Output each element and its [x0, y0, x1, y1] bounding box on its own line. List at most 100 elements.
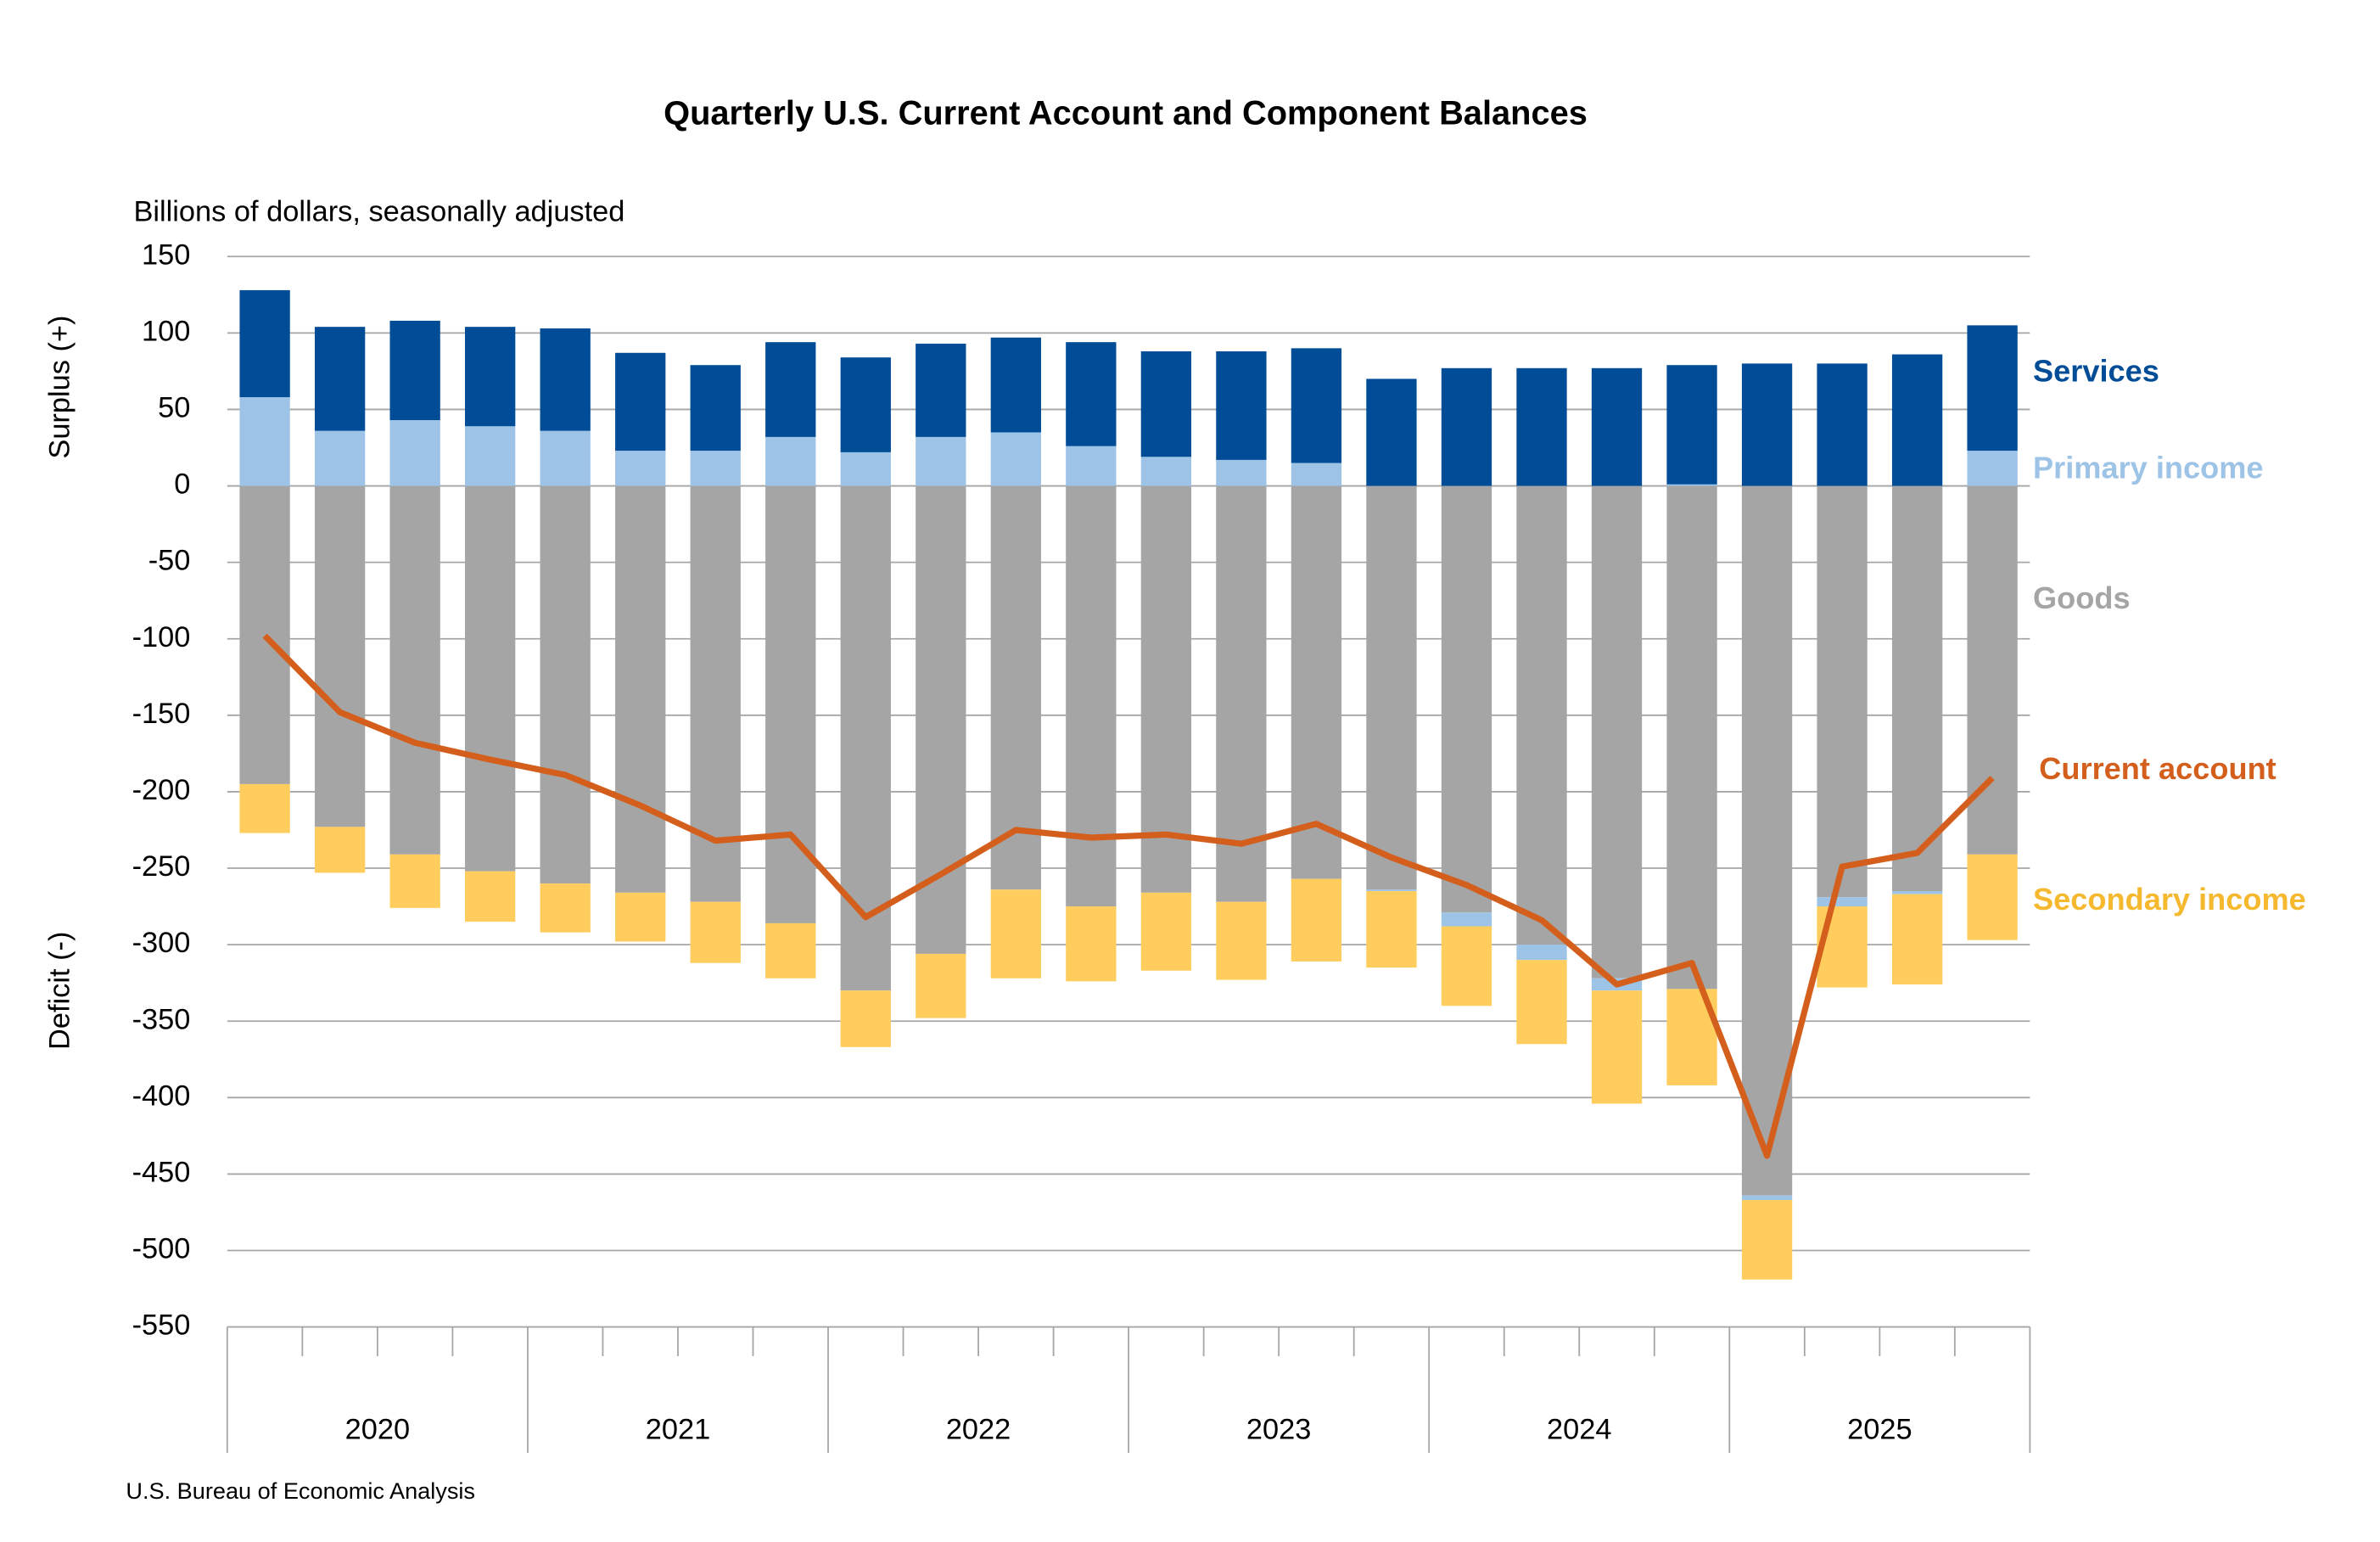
bar-segment — [1817, 363, 1868, 486]
chart-title: Quarterly U.S. Current Account and Compo… — [664, 94, 1588, 132]
bar-segment — [1066, 906, 1117, 982]
bar-segment — [1967, 325, 2018, 451]
bar-segment — [1516, 485, 1567, 945]
bar-segment — [314, 485, 366, 827]
bar-segment — [1291, 485, 1342, 879]
legend-label: Goods — [2033, 580, 2131, 615]
bar-segment — [615, 485, 666, 893]
bar-segment — [1891, 354, 1943, 486]
y-tick-label: -550 — [132, 1309, 191, 1342]
bar-segment — [465, 327, 516, 427]
bar-segment — [314, 430, 366, 486]
y-tick-label: 150 — [142, 238, 190, 271]
y-tick-label: 100 — [142, 315, 190, 347]
legend-label: Primary income — [2033, 450, 2264, 485]
bar-segment — [1516, 945, 1567, 961]
bar-segment — [389, 485, 440, 855]
bar-segment — [1741, 485, 1793, 1196]
bar-segment — [615, 892, 666, 942]
bar-segment — [1216, 459, 1267, 486]
bar-segment — [690, 451, 741, 486]
bar-segment — [1140, 485, 1192, 893]
bar-segment — [1666, 485, 1717, 990]
bar-segment — [690, 901, 741, 963]
bar-segment — [615, 352, 666, 451]
bar-segment — [990, 889, 1041, 978]
bar-segment — [239, 485, 290, 784]
bar-segment — [1741, 363, 1793, 486]
bar-segment — [1066, 446, 1117, 486]
bar-segment — [1817, 485, 1868, 898]
x-group-label: 2023 — [1246, 1414, 1311, 1446]
bar-segment — [1817, 906, 1868, 988]
bar-segment — [1666, 365, 1717, 485]
y-tick-label: -400 — [132, 1079, 191, 1112]
bar-segment — [1066, 342, 1117, 446]
bar-segment — [465, 871, 516, 922]
bar-segment — [540, 883, 591, 933]
bar-segment — [314, 327, 366, 431]
line-series — [262, 633, 1995, 1159]
bar-segment — [389, 854, 440, 908]
bar-segment — [1216, 485, 1267, 902]
x-group-label: 2021 — [646, 1414, 710, 1446]
bar-segment — [389, 320, 440, 421]
legend-label: Services — [2033, 353, 2159, 388]
bar-segment — [389, 420, 440, 486]
bar-segment — [916, 953, 966, 1018]
bar-segment — [540, 328, 591, 431]
bar-segment — [1366, 378, 1417, 486]
bar-segment — [615, 451, 666, 486]
y-tick-label: -350 — [132, 1003, 191, 1035]
bar-segment — [990, 337, 1041, 433]
bar-segment — [916, 436, 966, 486]
bar-segment — [1291, 463, 1342, 486]
bar-segment — [1591, 990, 1643, 1104]
bar-segment — [1140, 350, 1192, 457]
x-group-label: 2020 — [345, 1414, 410, 1446]
bar-segment — [1140, 457, 1192, 486]
bar-segment — [1291, 878, 1342, 962]
bar-segment — [540, 430, 591, 486]
bar-segment — [690, 365, 741, 451]
bar-segment — [1591, 367, 1643, 486]
y-tick-label: -150 — [132, 698, 191, 730]
bar-segment — [540, 485, 591, 884]
bar-segment — [1216, 901, 1267, 980]
bar-segment — [1366, 891, 1417, 968]
bar-segment — [990, 485, 1041, 890]
bar-segment — [765, 342, 816, 437]
legend-label: Current account — [2039, 751, 2276, 786]
y-axis-label: Deficit (-) — [43, 932, 76, 1050]
chart-subtitle: Billions of dollars, seasonally adjusted — [133, 196, 624, 228]
bar-segment — [840, 990, 891, 1047]
y-tick-label: -100 — [132, 621, 191, 653]
bar-segment — [1891, 891, 1943, 894]
bar-segment — [1967, 451, 2018, 486]
bar-segment — [1967, 854, 2018, 940]
bar-segment — [1817, 897, 1868, 907]
y-tick-label: -250 — [132, 850, 191, 883]
bar-segment — [239, 289, 290, 398]
x-group-label: 2025 — [1847, 1414, 1912, 1446]
bar-segment — [1591, 485, 1643, 978]
bar-segment — [1516, 367, 1567, 486]
x-group-label: 2022 — [946, 1414, 1011, 1446]
bar-segment — [239, 397, 290, 486]
y-axis-label: Surplus (+) — [43, 316, 76, 459]
bar-segment — [314, 827, 366, 873]
y-tick-label: -300 — [132, 927, 191, 959]
bar-segment — [990, 432, 1041, 486]
y-tick-label: -450 — [132, 1156, 191, 1188]
bar-segment — [765, 922, 816, 978]
bar-segment — [1366, 485, 1417, 890]
bar-segment — [1441, 912, 1492, 927]
bar-segment — [1441, 926, 1492, 1007]
bar-segment — [465, 485, 516, 872]
bar-segment — [765, 436, 816, 486]
bar-segment — [1741, 1200, 1793, 1280]
bar-segment — [1366, 889, 1417, 892]
bar-segment — [1140, 892, 1192, 971]
